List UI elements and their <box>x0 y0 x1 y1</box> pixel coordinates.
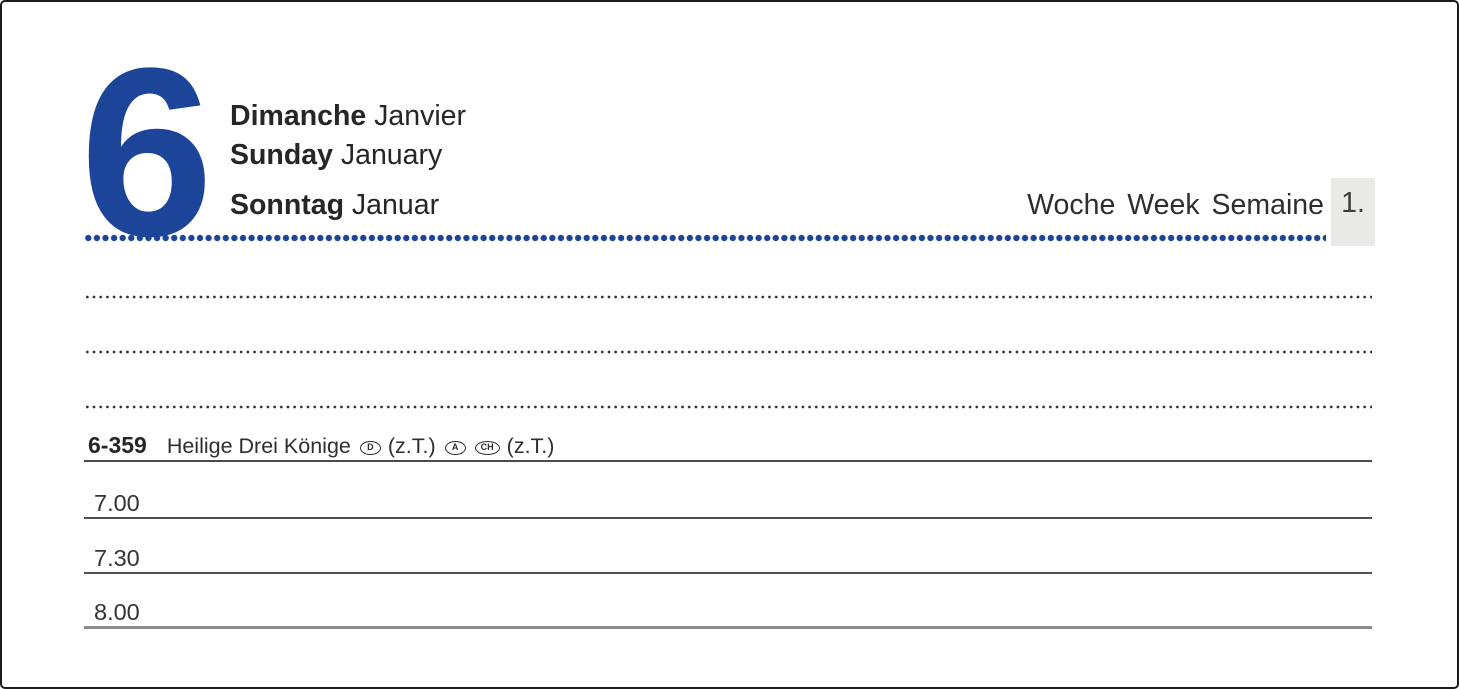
date-line-english: Sunday January <box>230 138 442 172</box>
region-badge-ch: CH <box>474 441 500 455</box>
week-label: Woche Week Semaine <box>1027 189 1324 221</box>
note-line <box>84 405 1372 409</box>
holiday-name: Heilige Drei Könige <box>166 434 351 458</box>
time-row: 7.30 <box>84 542 1372 574</box>
day-name-german: Sonntag <box>230 189 344 221</box>
partial-note-ch: (z.T.) <box>506 434 555 458</box>
holiday-row: 6-359 Heilige Drei Könige D (z.T.) A CH … <box>84 430 1372 462</box>
region-badge-a: A <box>444 441 466 455</box>
time-row: 7.00 <box>84 487 1372 519</box>
date-line-german: Sonntag Januar <box>230 188 439 222</box>
time-row: 8.00 <box>84 596 1372 629</box>
time-label: 7.00 <box>94 490 140 516</box>
partial-note-d: (z.T.) <box>387 434 436 458</box>
time-label: 8.00 <box>94 599 140 625</box>
region-badge-d: D <box>359 441 381 455</box>
month-name-french: Janvier <box>374 100 467 132</box>
day-number: 6 <box>80 18 214 286</box>
date-line-french: Dimanche Janvier <box>230 99 466 133</box>
week-number-box: 1. <box>1331 178 1375 246</box>
day-name-french: Dimanche <box>230 100 367 132</box>
note-line <box>84 295 1372 299</box>
week-number: 1. <box>1341 187 1365 219</box>
header-divider-dotted-line <box>84 234 1326 242</box>
month-name-english: January <box>340 139 443 171</box>
note-line <box>84 350 1372 354</box>
month-name-german: Januar <box>351 189 440 221</box>
time-label: 7.30 <box>94 545 140 571</box>
day-of-year-code: 6-359 <box>88 432 147 458</box>
day-name-english: Sunday <box>230 139 333 171</box>
